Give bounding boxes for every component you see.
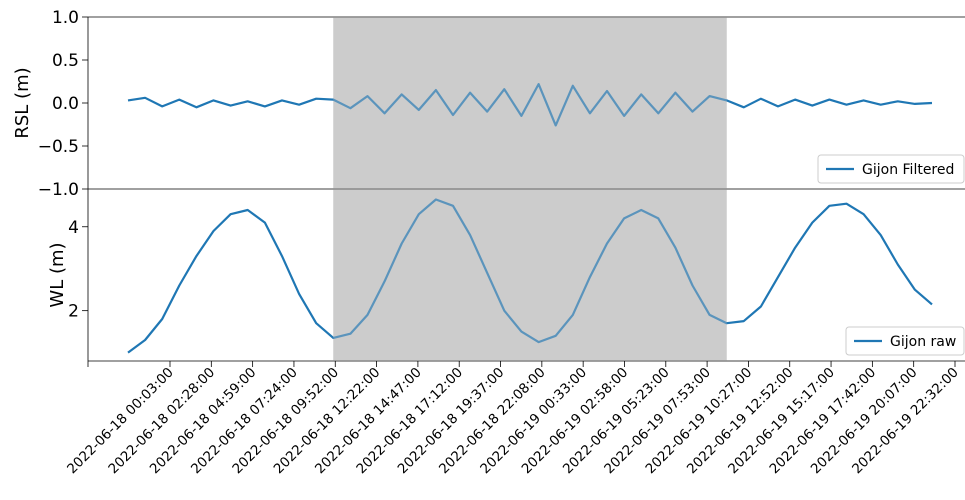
legend-raw-box bbox=[845, 326, 965, 356]
rsl-y-tick-label: −1.0 bbox=[38, 180, 79, 200]
shaded-region-overlay bbox=[333, 17, 727, 361]
gijon-raw-line bbox=[127, 198, 933, 354]
rsl-y-tick-label: 0.0 bbox=[52, 94, 79, 114]
wl-y-tick-label: 2 bbox=[68, 302, 79, 322]
legend-filtered-label: Gijon Filtered bbox=[862, 162, 954, 178]
rsl-y-tick-label: 1.0 bbox=[52, 8, 79, 28]
legend-raw-label: Gijon raw bbox=[890, 334, 956, 350]
legend-filtered-box bbox=[817, 154, 965, 184]
gijon-filtered-line bbox=[127, 83, 933, 127]
rsl-y-axis-label: RSL (m) bbox=[12, 67, 33, 138]
rsl-y-tick-label: −0.5 bbox=[38, 137, 79, 157]
rsl-y-tick-label: 0.5 bbox=[52, 51, 79, 71]
wl-y-axis-label: WL (m) bbox=[47, 242, 68, 307]
wl-y-tick-label: 4 bbox=[68, 218, 79, 238]
